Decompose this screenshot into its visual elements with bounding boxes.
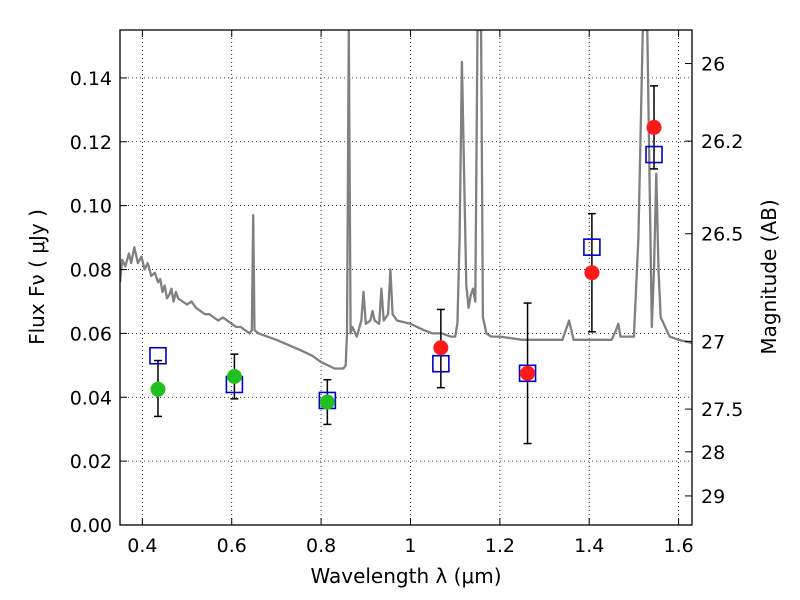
x-tick-label: 0.8 xyxy=(306,535,336,557)
x-tick-label: 1 xyxy=(404,535,416,557)
y-tick-label: 0.06 xyxy=(70,323,112,345)
model-square-point xyxy=(645,145,663,164)
x-tick-label: 1.2 xyxy=(485,535,515,557)
y-axis-title: Flux Fν ( μJy ) xyxy=(25,209,49,345)
x-tick-label: 1.6 xyxy=(663,535,693,557)
right-tick-label: 26 xyxy=(701,54,725,76)
model-square-point xyxy=(518,364,537,383)
right-tick-label: 27.5 xyxy=(701,399,743,421)
model-square-point xyxy=(149,346,167,365)
template-spectrum-layer xyxy=(120,30,692,370)
y-tick-label: 0.00 xyxy=(70,515,112,537)
template-spectrum-line xyxy=(120,30,692,370)
y-tick-label: 0.02 xyxy=(70,451,112,473)
y-tick-label: 0.10 xyxy=(70,196,112,218)
observed-flux-point xyxy=(646,119,662,135)
photometry-points-layer xyxy=(149,85,663,445)
observed-flux-point xyxy=(150,381,166,397)
right-tick-label: 28 xyxy=(701,442,725,464)
observed-flux-point xyxy=(584,265,600,281)
right-tick-label: 26.5 xyxy=(701,224,743,246)
right-tick-label: 27 xyxy=(701,331,725,353)
y-tick-label: 0.08 xyxy=(70,260,112,282)
model-square-point xyxy=(432,354,450,373)
model-square-point xyxy=(583,238,601,256)
plot-frame xyxy=(119,29,693,526)
observed-flux-point xyxy=(319,394,335,410)
x-tick-label: 0.4 xyxy=(127,535,157,557)
y-axis-ticks: 0.00 0.02 0.04 0.06 0.08 0.10 0.12 0.14 xyxy=(70,68,127,537)
observed-flux-point xyxy=(433,340,449,356)
observed-flux-point xyxy=(226,369,242,384)
x-tick-label: 1.4 xyxy=(574,535,604,557)
x-axis-title: Wavelength λ (μm) xyxy=(310,564,501,588)
x-tick-label: 0.6 xyxy=(217,535,247,557)
observed-flux-point xyxy=(520,365,536,381)
plot-background xyxy=(120,30,692,525)
right-tick-label: 29 xyxy=(701,486,725,508)
y-tick-label: 0.04 xyxy=(70,387,112,409)
right-axis-ticks: 26 26.2 26.5 27 27.5 28 29 xyxy=(685,54,743,508)
right-axis-title: Magnitude (AB) xyxy=(757,199,781,354)
y-tick-label: 0.12 xyxy=(70,132,112,154)
y-tick-label: 0.14 xyxy=(70,68,112,90)
right-tick-label: 26.2 xyxy=(701,131,743,153)
x-axis-ticks: 0.4 0.6 0.8 1 1.2 1.4 1.6 xyxy=(127,30,694,557)
